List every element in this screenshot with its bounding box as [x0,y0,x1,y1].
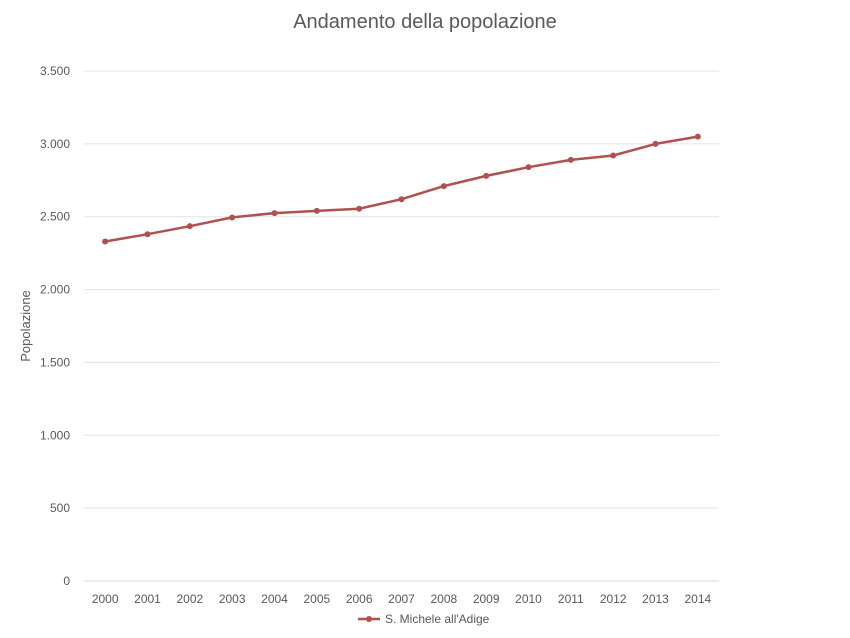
y-tick-label: 2.000 [40,283,70,297]
data-point [356,205,363,212]
y-tick-label: 0 [63,574,70,588]
y-tick-label: 3.000 [40,137,70,151]
x-tick-label: 2008 [430,592,457,606]
x-tick-label: 2010 [515,592,542,606]
x-tick-label: 2001 [134,592,161,606]
y-tick-label: 1.500 [40,355,70,369]
data-point [567,156,574,163]
y-tick-label: 1.000 [40,428,70,442]
series-line [103,135,700,243]
x-tick-label: 2007 [388,592,415,606]
legend-label: S. Michele all'Adige [385,612,490,626]
data-point [102,238,109,245]
y-axis-title: Popolazione [18,290,33,362]
grid-layer [84,70,719,582]
chart-title: Andamento della popolazione [293,11,557,33]
x-tick-label: 2012 [600,592,627,606]
x-tick-label: 2002 [176,592,203,606]
y-tick-label: 2.500 [40,210,70,224]
data-point [229,214,236,221]
data-point [186,223,193,230]
x-tick-label: 2013 [642,592,669,606]
data-point [694,133,701,140]
data-point [398,196,405,203]
legend: S. Michele all'Adige [358,612,490,626]
legend-marker [366,616,372,622]
x-tick-label: 2009 [473,592,500,606]
data-point [440,183,447,190]
data-point [610,152,617,159]
x-tick-label: 2006 [346,592,373,606]
x-tick-label: 2011 [558,592,584,606]
data-point [313,207,320,214]
axis-layer: 0 500 1.000 1.500 2.000 2.500 3.000 3.500 2000 20… [18,64,712,606]
y-tick-label: 500 [50,501,70,515]
x-tick-label: 2004 [261,592,288,606]
series-layer [102,133,701,245]
data-point [525,164,532,171]
y-tick-label: 3.500 [40,64,70,78]
x-tick-label: 2003 [219,592,246,606]
data-point [144,231,151,238]
x-tick-label: 2014 [684,592,711,606]
x-tick-label: 2005 [303,592,330,606]
data-point [652,140,659,147]
x-tick-label: 2000 [92,592,119,606]
data-point [483,172,490,179]
data-point [271,210,278,217]
